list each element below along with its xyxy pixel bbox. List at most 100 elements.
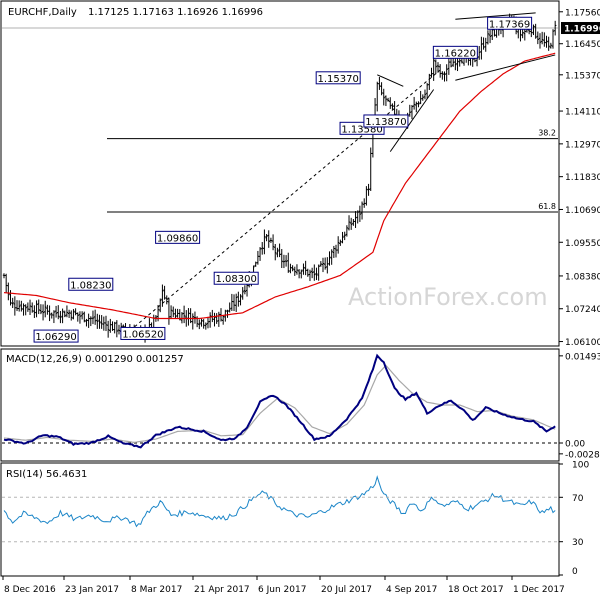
price-annotation: 1.08300 (213, 271, 259, 285)
price-bar (35, 300, 38, 318)
price-bar (310, 267, 314, 279)
price-bar (417, 101, 420, 108)
price-bar (37, 299, 40, 315)
price-bar (545, 35, 548, 48)
price-bar (228, 302, 231, 313)
rsi-title: RSI(14) 56.4631 (6, 469, 87, 480)
rsi-line (3, 475, 556, 528)
price-annotation: 1.06290 (33, 329, 79, 343)
price-bar (198, 319, 201, 330)
price-bar (382, 88, 385, 106)
price-bar (41, 304, 45, 321)
price-bar (302, 263, 305, 275)
rsi-axis-label: 30 (572, 538, 584, 548)
price-axis-label: 1.07240 (565, 305, 600, 315)
trendlines (125, 12, 556, 335)
price-bar (200, 318, 203, 327)
price-annotation: 1.17369 (487, 16, 533, 30)
price-bar (91, 310, 95, 325)
price-bar (445, 64, 448, 82)
price-bar (549, 42, 553, 49)
price-bar (48, 305, 51, 322)
price-axis-label: 1.11830 (565, 173, 600, 183)
price-bar (169, 305, 173, 319)
price-bar (115, 320, 119, 338)
price-annotation: 1.09860 (155, 230, 201, 244)
price-axis-label: 1.12970 (565, 140, 600, 150)
price-bar (317, 264, 320, 281)
price-annotation: 1.13870 (363, 114, 409, 128)
price-bar (39, 304, 43, 315)
price-bar (330, 249, 333, 265)
trendline (377, 74, 404, 87)
last-price-marker (561, 22, 600, 35)
price-bar (57, 305, 60, 320)
price-bar (24, 304, 27, 316)
ohlc-label: 1.17125 1.17163 1.16926 1.16996 (88, 7, 263, 18)
price-bar (7, 282, 10, 301)
price-bar (441, 71, 444, 80)
price-bar (295, 264, 299, 275)
price-bar (321, 257, 325, 273)
price-bar (63, 310, 66, 318)
price-bar (191, 313, 194, 330)
price-axis-label: 1.16450 (565, 40, 600, 50)
price-bar (117, 324, 121, 335)
price-bar (350, 217, 353, 230)
price-bar (386, 97, 390, 102)
price-bar (536, 31, 540, 45)
time-axis-label: 1 Dec 2017 (513, 585, 565, 595)
price-bar (339, 239, 342, 246)
price-bar (80, 311, 84, 320)
price-bar (282, 254, 286, 269)
price-bar (315, 267, 318, 281)
price-bar (436, 62, 440, 73)
price-bar (378, 76, 381, 90)
watermark: ActionForex.com (348, 283, 548, 311)
time-axis: 8 Dec 2016 23 Jan 2017 8 Mar 2017 21 Apr 20… (2, 576, 565, 595)
macd-axis: 0.014936 0.00-0.002882 (559, 352, 600, 460)
trendline (455, 12, 536, 20)
price-bar (239, 294, 242, 306)
price-annotation: 1.16220 (432, 45, 478, 59)
price-bar (293, 266, 296, 276)
fib-levels: 38.2 61.8 (2, 27, 558, 213)
trend-channel-line (125, 67, 443, 335)
price-bar (98, 314, 101, 329)
price-bar (532, 24, 535, 36)
time-axis-label: 8 Mar 2017 (131, 585, 182, 595)
price-bar (72, 308, 75, 320)
price-axis-label: 1.17560 (565, 8, 600, 18)
price-bar (389, 97, 392, 109)
price-bar (538, 33, 542, 49)
annotation-label: 1.08300 (216, 274, 257, 285)
price-annotation: 1.08230 (68, 277, 114, 291)
fib-level-label: 61.8 (538, 202, 556, 211)
price-bar (267, 230, 270, 248)
price-axis-label: 1.06100 (565, 338, 600, 348)
price-bar (428, 73, 431, 90)
time-axis-label: 23 Jan 2017 (65, 585, 119, 595)
rsi-axis-label: 0 (572, 567, 578, 577)
price-bar (341, 231, 344, 244)
price-bar (356, 210, 359, 224)
price-bar (534, 23, 537, 39)
price-bar (44, 300, 47, 318)
price-bar (410, 104, 414, 120)
price-bar (289, 263, 292, 274)
price-bar (276, 247, 279, 258)
price-bar (54, 305, 58, 318)
price-bar (284, 255, 288, 267)
price-annotation: 1.06520 (120, 326, 166, 340)
price-annotation: 1.15370 (315, 71, 361, 85)
price-bar (274, 243, 277, 261)
price-bar (412, 96, 416, 110)
price-bar (52, 310, 56, 324)
price-bar (486, 30, 490, 45)
macd-title: MACD(12,26,9) 0.001290 0.001257 (6, 354, 184, 365)
price-bar (96, 313, 99, 329)
price-bar (443, 71, 446, 82)
fib-level-label: 38.2 (538, 129, 556, 138)
price-bar (204, 322, 208, 330)
